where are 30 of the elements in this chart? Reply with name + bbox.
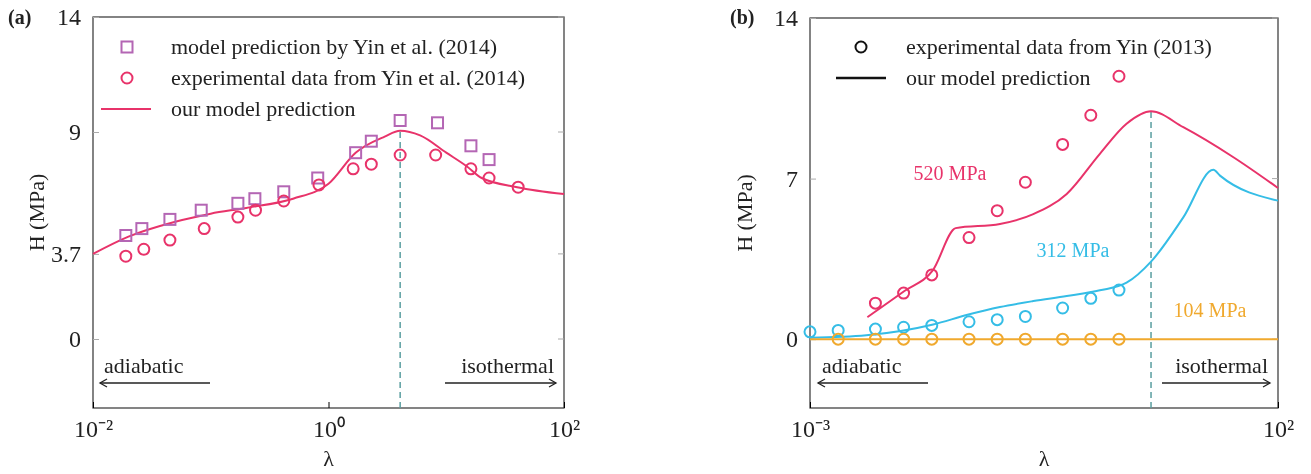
x-tick-label: 10⁻²	[73, 416, 114, 443]
text: 520 MPa	[913, 162, 987, 184]
y-tick-label: 3.7	[51, 241, 81, 268]
x-tick-label: 10⁻³	[790, 416, 831, 443]
y-tick-label: 7	[786, 165, 798, 192]
annotation: experimental data from Yin (2013)	[906, 34, 1212, 59]
x-axis-title: λ	[1038, 446, 1050, 471]
x-tick-label: 10²	[1262, 416, 1295, 443]
y-tick-label: 0	[786, 326, 798, 353]
legend-label: model prediction by Yin et al. (2014)	[171, 34, 498, 59]
legend-label: experimental data from Yin et al. (2014)	[171, 65, 526, 90]
annotation: our model prediction	[906, 65, 1091, 90]
y-tick-label: 14	[57, 4, 81, 31]
y-tick-label: 9	[69, 119, 81, 146]
chart-title: (b)	[730, 6, 755, 29]
legend-label: our model prediction	[171, 96, 356, 121]
series-label: 312 MPa	[1036, 239, 1110, 261]
chart-title: (a)	[8, 6, 32, 29]
y-axis-title: H (MPa)	[732, 174, 757, 252]
x-tick-label: 10⁰	[313, 416, 345, 443]
series-label: 104 MPa	[1173, 299, 1247, 321]
y-axis-title: H (MPa)	[24, 173, 49, 252]
x-tick-label: 10²	[548, 416, 581, 443]
annotation: adiabatic	[104, 353, 184, 378]
x-axis-title: λ	[323, 446, 335, 471]
annotation: adiabatic	[822, 353, 902, 378]
annotation: isothermal	[461, 353, 554, 378]
y-tick-label: 14	[774, 5, 798, 32]
y-tick-label: 0	[69, 326, 81, 353]
annotation: isothermal	[1175, 353, 1268, 378]
